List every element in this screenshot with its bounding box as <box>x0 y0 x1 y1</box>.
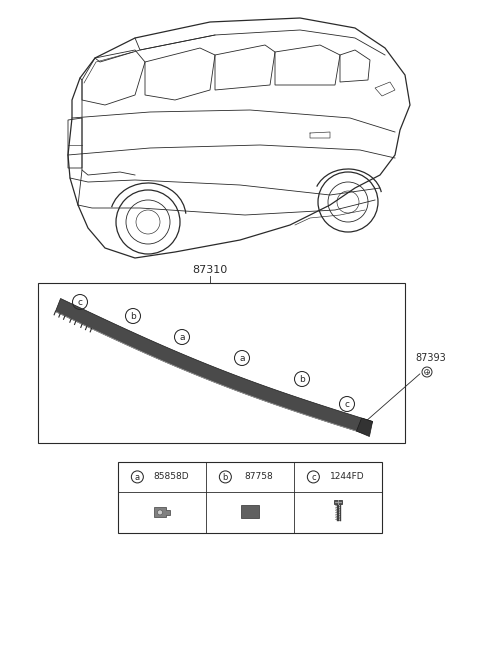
Text: a: a <box>239 354 245 363</box>
Text: c: c <box>345 400 349 409</box>
Text: c: c <box>77 298 83 307</box>
Text: 87758: 87758 <box>244 472 273 482</box>
Polygon shape <box>357 418 372 436</box>
Polygon shape <box>55 298 372 434</box>
Text: b: b <box>130 312 136 321</box>
Text: c: c <box>311 472 316 482</box>
FancyBboxPatch shape <box>334 501 342 505</box>
FancyBboxPatch shape <box>241 505 259 518</box>
Text: 1244FD: 1244FD <box>329 472 364 482</box>
Text: a: a <box>179 333 185 342</box>
Text: 87393: 87393 <box>415 353 446 363</box>
Circle shape <box>157 510 163 515</box>
Text: b: b <box>223 472 228 482</box>
Text: 87310: 87310 <box>192 265 228 275</box>
Text: a: a <box>135 472 140 482</box>
Polygon shape <box>154 507 170 518</box>
Text: b: b <box>299 374 305 384</box>
Text: 85858D: 85858D <box>153 472 189 482</box>
